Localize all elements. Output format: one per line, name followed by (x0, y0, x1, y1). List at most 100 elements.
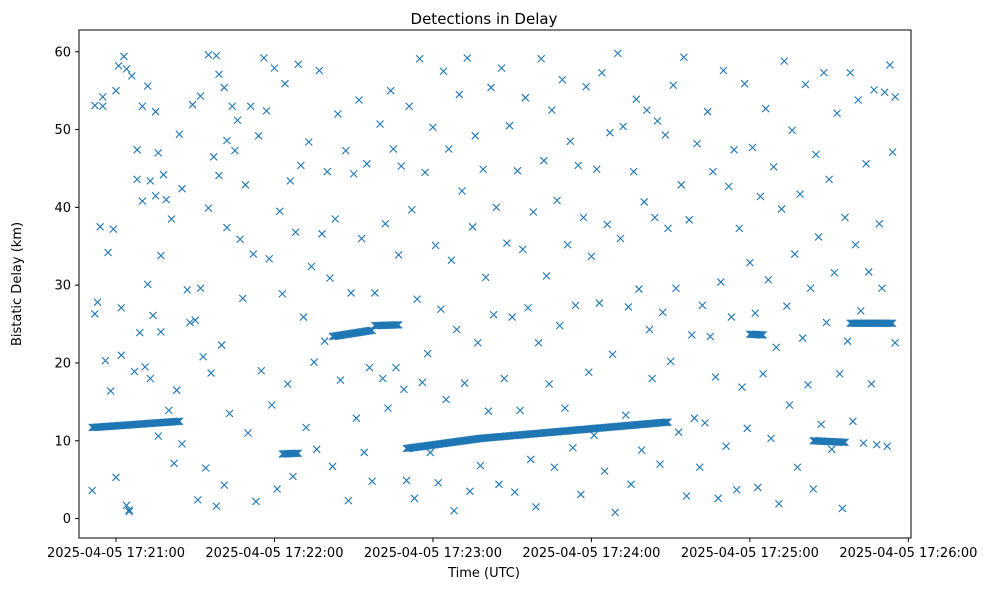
data-point (122, 501, 131, 510)
data-point (727, 313, 736, 321)
data-point (434, 478, 443, 487)
data-point (685, 215, 694, 224)
data-point (146, 374, 155, 383)
data-point (891, 338, 900, 347)
data-point (613, 49, 622, 58)
data-point (447, 256, 456, 265)
data-point (502, 239, 511, 248)
data-point (590, 431, 598, 440)
data-point (223, 223, 231, 232)
data-point (769, 163, 778, 171)
x-tick-label: 2025-04-05 17:24:00 (522, 546, 660, 561)
data-point (191, 316, 200, 325)
data-point (170, 459, 178, 468)
data-point (90, 310, 99, 318)
data-point (143, 82, 152, 90)
data-point (838, 504, 847, 513)
data-point (167, 215, 176, 223)
data-point (360, 448, 369, 457)
data-point (138, 102, 147, 111)
data-point (386, 86, 395, 95)
data-point (458, 187, 466, 195)
data-point (822, 318, 831, 327)
data-point (196, 284, 205, 293)
data-point (537, 54, 546, 63)
data-point (804, 380, 812, 389)
y-axis-label: Bistatic Delay (km) (10, 222, 25, 346)
data-point (621, 411, 630, 419)
data-point (273, 485, 281, 493)
track-point (664, 418, 672, 426)
data-point (378, 374, 387, 383)
data-point (421, 168, 429, 177)
data-point (101, 356, 110, 365)
track-point (838, 438, 847, 447)
data-point (468, 222, 477, 231)
data-point (426, 448, 435, 457)
data-point (199, 352, 208, 361)
data-point (402, 476, 411, 485)
data-point (748, 143, 757, 152)
track-point (174, 417, 182, 426)
data-point (656, 460, 664, 468)
data-point (368, 477, 377, 486)
data-point (257, 366, 266, 375)
data-point (735, 224, 744, 233)
data-point (709, 167, 717, 176)
data-point (661, 131, 670, 139)
data-point (777, 205, 786, 213)
data-point (724, 182, 733, 191)
data-point (209, 152, 218, 161)
data-point (687, 331, 696, 339)
data-point (439, 67, 448, 76)
data-point (215, 171, 223, 180)
track-point (887, 319, 896, 328)
data-point (326, 274, 334, 283)
data-point (870, 86, 878, 94)
data-point (333, 110, 342, 118)
data-point (698, 301, 707, 310)
data-point (328, 462, 337, 471)
data-point (471, 131, 480, 140)
data-point (627, 480, 635, 489)
track-point (885, 319, 894, 328)
data-point (154, 149, 163, 157)
data-point (732, 485, 741, 494)
track-point (662, 418, 671, 427)
data-point (331, 215, 340, 223)
data-point (841, 213, 849, 222)
data-point (98, 93, 107, 101)
data-point (619, 122, 627, 131)
data-point (751, 309, 760, 318)
data-point (510, 488, 519, 496)
data-point (281, 79, 289, 88)
data-point (878, 284, 886, 293)
data-point (782, 302, 791, 311)
data-point (405, 102, 414, 111)
data-point (399, 385, 408, 394)
track-point (175, 417, 184, 426)
data-point (336, 376, 345, 384)
data-point (220, 83, 229, 92)
data-point (125, 506, 134, 514)
x-axis: 2025-04-05 17:21:00 2025-04-05 17:22:00 20… (47, 538, 977, 561)
data-point (872, 440, 881, 449)
data-point (254, 131, 263, 140)
data-point (188, 100, 197, 109)
data-point (125, 507, 134, 516)
track-point (661, 418, 670, 427)
data-point (539, 156, 548, 165)
data-point (579, 213, 588, 222)
data-point (238, 294, 247, 303)
data-point (151, 191, 160, 200)
data-point (455, 90, 464, 99)
data-point (793, 463, 802, 472)
data-point (875, 219, 884, 228)
data-point (262, 107, 271, 115)
data-point (611, 508, 620, 517)
data-point (220, 481, 229, 489)
x-tick-label: 2025-04-05 17:26:00 (839, 546, 977, 561)
data-point (357, 234, 366, 243)
data-point (603, 220, 612, 229)
data-point (294, 60, 303, 69)
